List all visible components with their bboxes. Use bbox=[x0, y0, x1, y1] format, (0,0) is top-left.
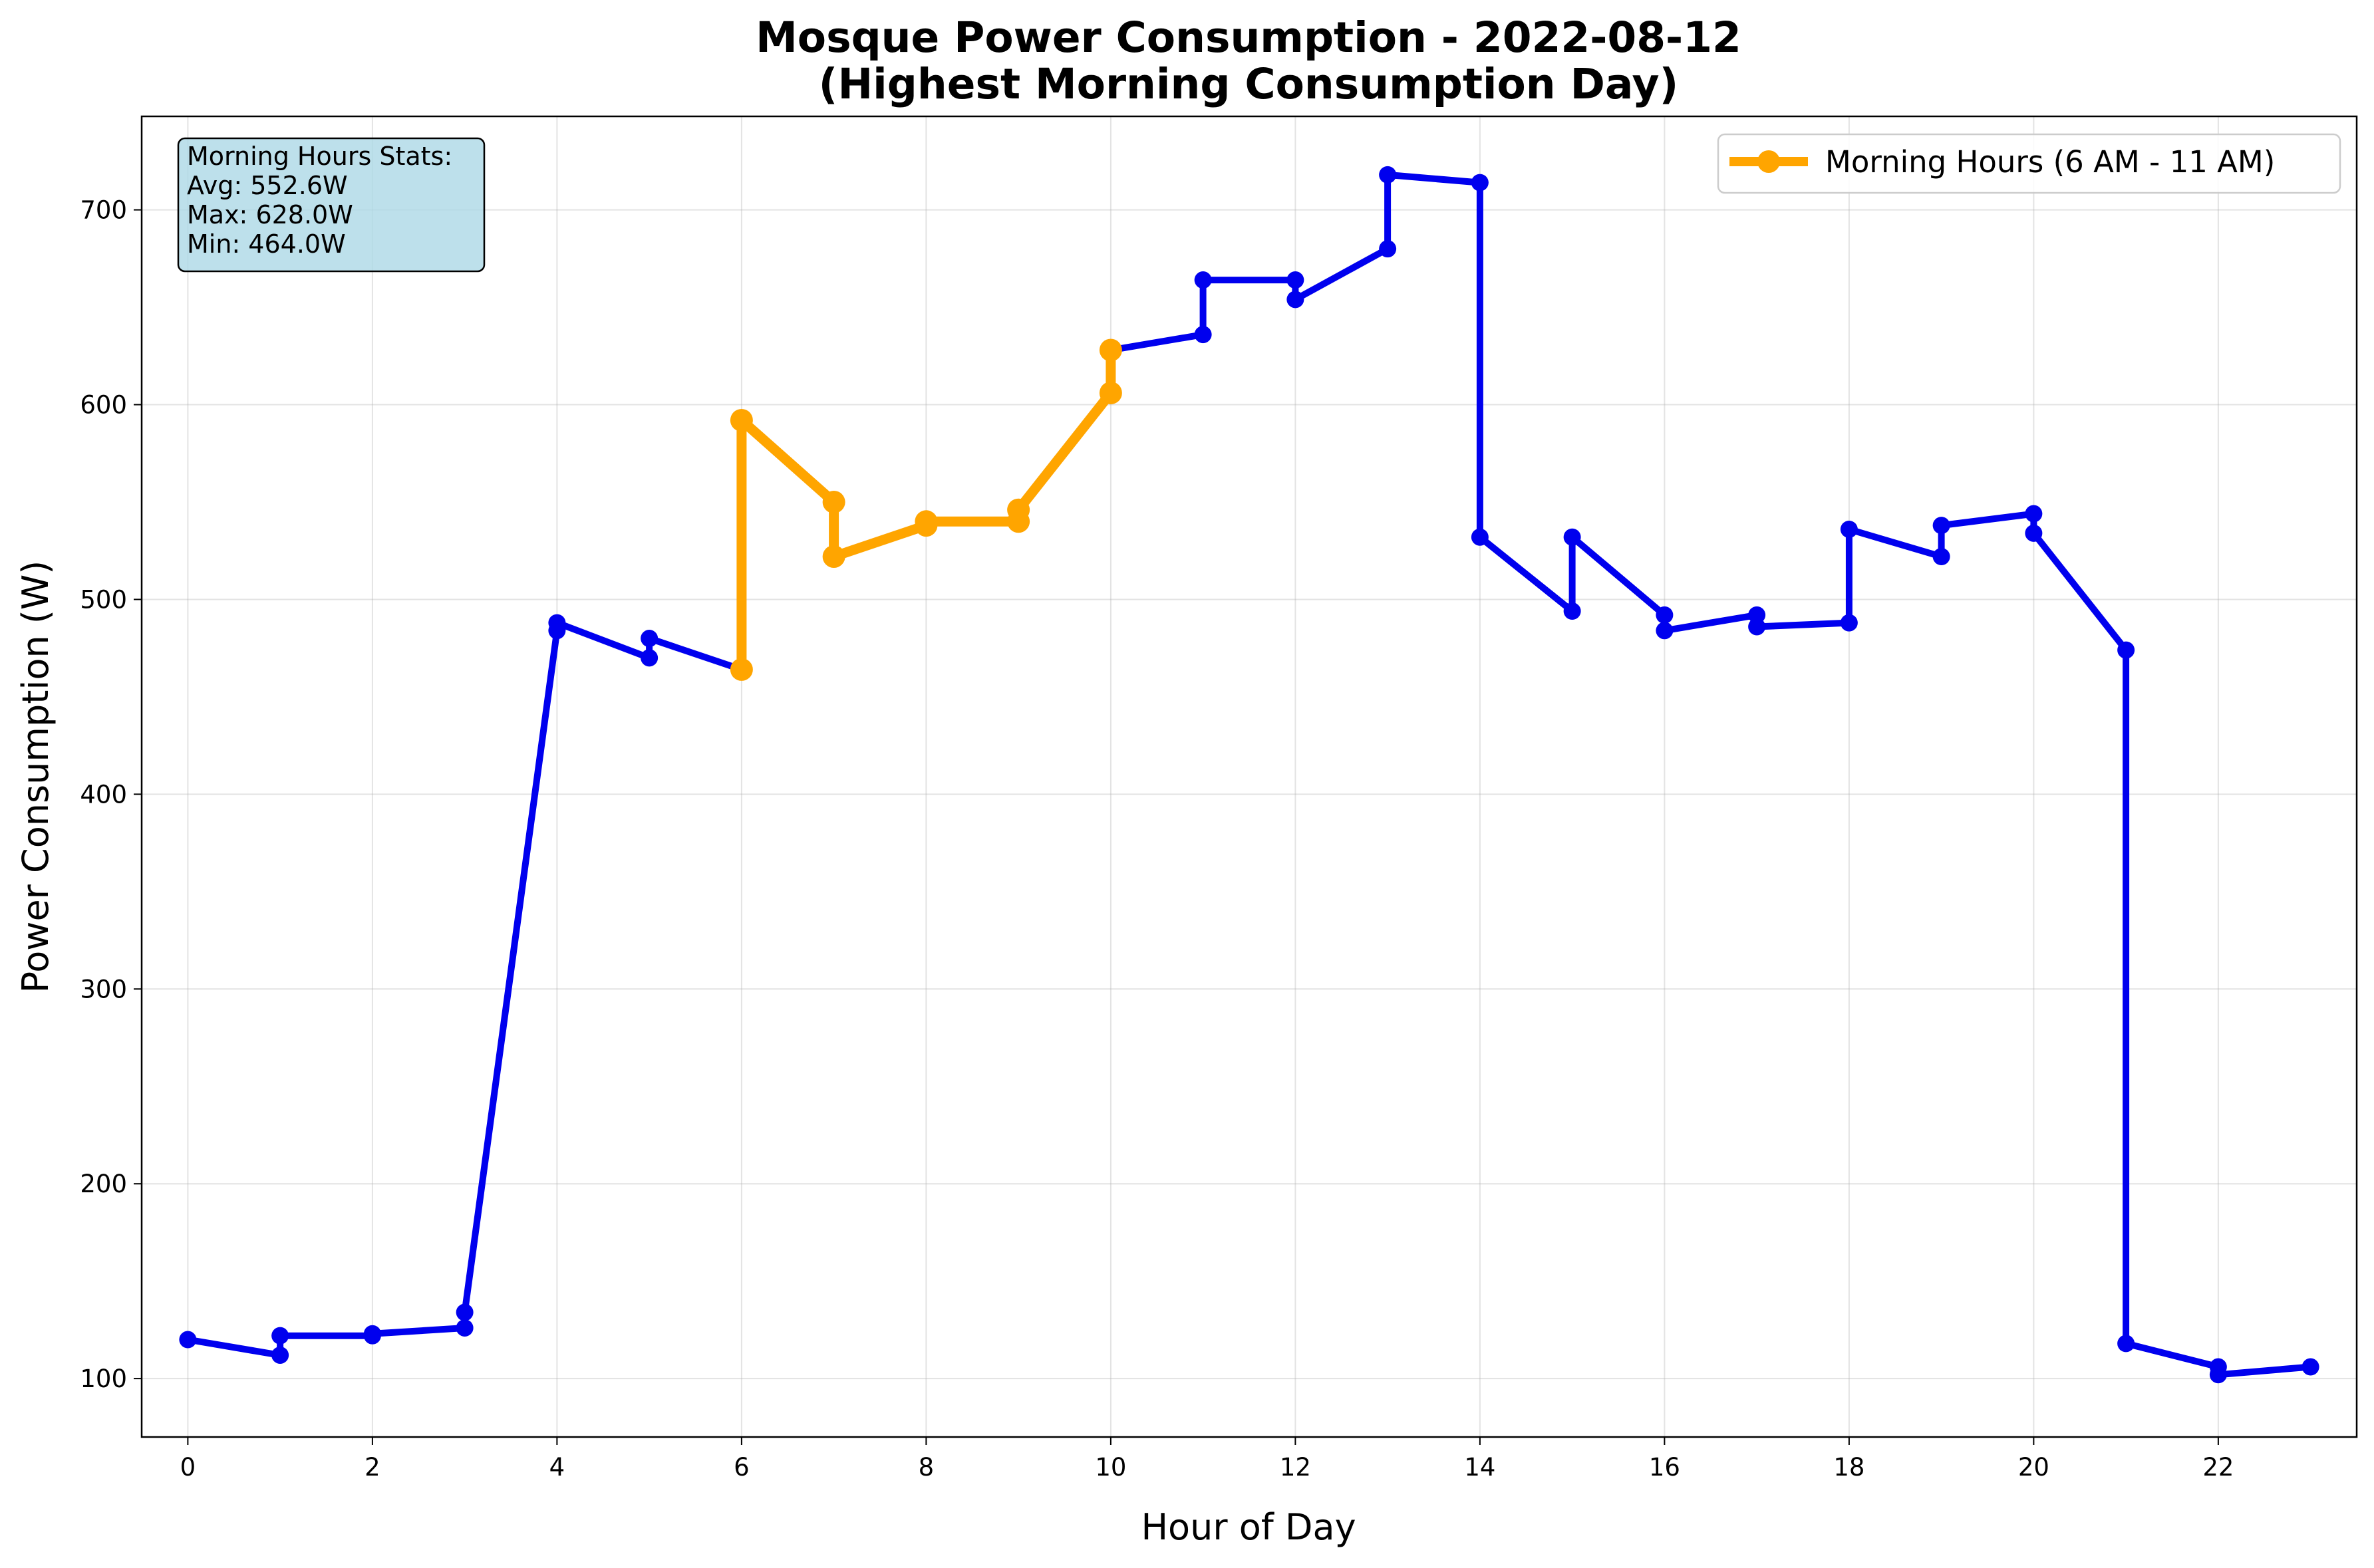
all-hours-point bbox=[1471, 528, 1489, 546]
all-hours-point bbox=[1194, 326, 1212, 344]
y-tick-label: 100 bbox=[80, 1365, 127, 1393]
stats-max: Max: 628.0W bbox=[187, 200, 353, 229]
all-hours-point bbox=[1932, 548, 1950, 565]
all-hours-point bbox=[1286, 271, 1304, 289]
x-tick-label: 8 bbox=[919, 1453, 935, 1482]
morning-stats-box: Morning Hours Stats: Avg: 552.6W Max: 62… bbox=[177, 137, 486, 273]
y-tick-label: 500 bbox=[80, 585, 127, 614]
all-hours-point bbox=[2209, 1366, 2227, 1384]
all-hours-point bbox=[1563, 528, 1581, 546]
y-tick-label: 300 bbox=[80, 975, 127, 1003]
all-hours-point bbox=[2117, 641, 2135, 659]
x-tick-label: 12 bbox=[1280, 1453, 1311, 1482]
morning-hours-point bbox=[822, 490, 845, 513]
all-hours-point bbox=[456, 1303, 474, 1321]
all-hours-point bbox=[271, 1327, 289, 1345]
all-hours-point bbox=[1379, 240, 1397, 258]
x-tick-label: 22 bbox=[2202, 1453, 2234, 1482]
all-hours-point bbox=[1840, 520, 1858, 538]
x-tick-label: 2 bbox=[365, 1453, 380, 1482]
x-tick-label: 18 bbox=[1833, 1453, 1864, 1482]
x-tick-label: 0 bbox=[180, 1453, 196, 1482]
stats-avg: Avg: 552.6W bbox=[187, 171, 348, 200]
y-tick-label: 400 bbox=[80, 780, 127, 809]
morning-hours-point bbox=[1007, 498, 1030, 521]
x-tick-label: 16 bbox=[1649, 1453, 1680, 1482]
all-hours-point bbox=[456, 1319, 474, 1337]
legend-frame bbox=[1717, 133, 2341, 194]
x-tick-label: 14 bbox=[1464, 1453, 1495, 1482]
all-hours-point bbox=[1471, 174, 1489, 192]
legend-swatch-marker bbox=[1757, 150, 1780, 173]
chart-title-line2: (Highest Morning Consumption Day) bbox=[819, 60, 1679, 108]
all-hours-point bbox=[179, 1331, 197, 1349]
y-tick-label: 200 bbox=[80, 1170, 127, 1198]
all-hours-point bbox=[1379, 166, 1397, 184]
stats-box-background bbox=[177, 137, 486, 273]
all-hours-point bbox=[1748, 618, 1766, 636]
all-hours-point bbox=[548, 614, 566, 632]
x-tick-label: 10 bbox=[1095, 1453, 1126, 1482]
morning-hours-point bbox=[730, 658, 753, 681]
morning-hours-point bbox=[822, 545, 845, 568]
all-hours-point bbox=[1194, 271, 1212, 289]
x-tick-label: 6 bbox=[734, 1453, 750, 1482]
y-tick-label: 600 bbox=[80, 391, 127, 420]
legend: Morning Hours (6 AM - 11 AM) bbox=[1717, 133, 2341, 194]
morning-hours-point bbox=[1099, 338, 1122, 362]
all-hours-point bbox=[641, 649, 659, 667]
x-tick-label: 20 bbox=[2018, 1453, 2049, 1482]
all-hours-point bbox=[1656, 622, 1674, 640]
all-hours-point bbox=[1656, 606, 1674, 624]
all-hours-point bbox=[1286, 291, 1304, 309]
legend-label-morning: Morning Hours (6 AM - 11 AM) bbox=[1825, 144, 2275, 180]
x-axis-label: Hour of Day bbox=[1141, 1506, 1356, 1548]
morning-hours-point bbox=[915, 510, 938, 533]
all-hours-point bbox=[2025, 524, 2043, 542]
y-axis-label: Power Consumption (W) bbox=[15, 561, 57, 993]
all-hours-point bbox=[271, 1346, 289, 1364]
all-hours-point bbox=[641, 630, 659, 648]
all-hours-point bbox=[2117, 1335, 2135, 1353]
chart-title-line1: Mosque Power Consumption - 2022-08-12 bbox=[756, 13, 1741, 62]
plot-frame bbox=[140, 115, 2358, 1438]
all-hours-point bbox=[1840, 614, 1858, 632]
x-tick-label: 4 bbox=[549, 1453, 565, 1482]
all-hours-point bbox=[2301, 1358, 2319, 1376]
morning-hours-point bbox=[730, 408, 753, 432]
stats-heading: Morning Hours Stats: bbox=[187, 142, 452, 171]
series-points bbox=[179, 166, 2319, 1384]
all-hours-point bbox=[1932, 517, 1950, 535]
all-hours-point bbox=[1563, 602, 1581, 620]
all-hours-point bbox=[2025, 505, 2043, 523]
axis-ticks: 0 2 4 6 8 10 12 14 16 18 20 22 100 200 300 400 500 600 700 bbox=[80, 196, 2234, 1482]
y-tick-label: 700 bbox=[80, 196, 127, 225]
plot-area bbox=[142, 116, 2357, 1437]
stats-min: Min: 464.0W bbox=[187, 229, 346, 259]
morning-hours-point bbox=[1099, 381, 1122, 404]
all-hours-point bbox=[363, 1325, 381, 1343]
